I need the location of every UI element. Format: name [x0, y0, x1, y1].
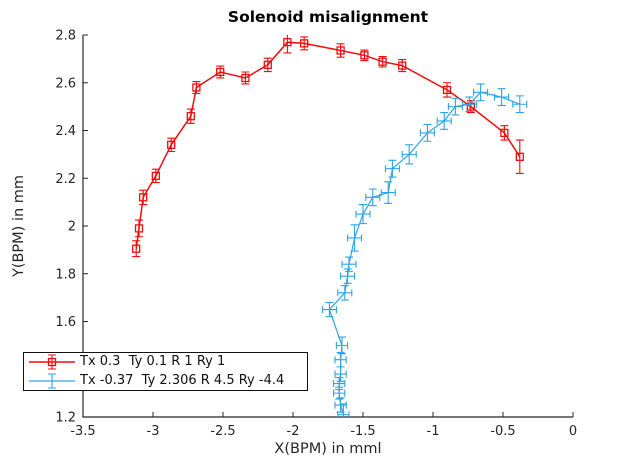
series-marker [378, 57, 387, 66]
legend-glyph-blue-errorbar-icon [29, 373, 75, 389]
x-tick-label: -1 [427, 424, 440, 439]
series-marker [151, 171, 160, 181]
series-marker [263, 60, 272, 69]
series-marker [442, 85, 452, 95]
series-marker [186, 112, 195, 121]
series-marker [134, 224, 144, 233]
x-tick-label: -3.5 [70, 424, 95, 439]
x-tick-label: -0.5 [490, 424, 515, 439]
x-tick-label: -1.5 [350, 424, 375, 439]
series-1 [321, 83, 528, 417]
y-axis-label: Y(BPM) in mm [11, 174, 27, 278]
series-marker [241, 73, 250, 83]
series-marker [300, 39, 309, 48]
series-group [132, 35, 528, 417]
series-marker [515, 152, 524, 161]
series-marker [216, 67, 225, 77]
legend-entry-blue: Tx -0.37 Ty 2.306 R 4.5 Ry -4.4 [24, 372, 307, 390]
series-error-bars [321, 83, 528, 417]
y-tick-label: 2 [68, 220, 76, 235]
series-line [328, 91, 521, 415]
series-marker [167, 140, 176, 149]
x-axis-label: X(BPM) in mml [274, 441, 382, 457]
legend-box: Tx 0.3 Ty 0.1 R 1 Ry 1 Tx -0.37 Ty 2.306… [23, 352, 308, 391]
x-tick-label: -2.5 [210, 424, 235, 439]
series-error-bars [132, 35, 524, 258]
legend-glyph-red-errorbar-icon [29, 354, 75, 370]
series-marker [398, 61, 407, 70]
series-marker [336, 46, 345, 55]
y-tick-label: 1.6 [55, 315, 76, 330]
x-tick-label: -3 [147, 424, 160, 439]
series-0 [132, 35, 524, 258]
series-marker [139, 193, 148, 202]
legend-label: Tx 0.3 Ty 0.1 R 1 Ry 1 [80, 354, 226, 370]
y-tick-label: 1.2 [55, 411, 76, 426]
legend-label: Tx -0.37 Ty 2.306 R 4.5 Ry -4.4 [80, 372, 285, 388]
y-tick-label: 2.8 [55, 29, 76, 44]
series-marker [500, 128, 509, 138]
chart-title: Solenoid misalignment [227, 8, 429, 26]
series-marker [132, 244, 141, 253]
x-tick-label: -2 [287, 424, 300, 439]
series-marker [192, 83, 201, 92]
x-tick-label: 0 [569, 424, 577, 439]
y-tick-label: 1.8 [55, 267, 76, 282]
y-tick-label: 2.4 [55, 124, 76, 139]
y-tick-label: 2.2 [55, 172, 76, 187]
legend-entry-red: Tx 0.3 Ty 0.1 R 1 Ry 1 [24, 353, 307, 371]
series-marker [283, 38, 292, 47]
series-line [135, 41, 521, 249]
series-marker [360, 51, 369, 60]
y-tick-label: 2.6 [55, 76, 76, 91]
